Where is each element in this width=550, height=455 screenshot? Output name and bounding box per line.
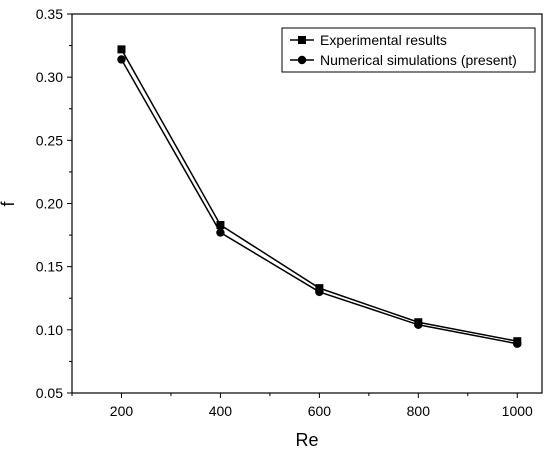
y-tick-label: 0.10 — [36, 322, 63, 338]
series-layer — [117, 45, 522, 348]
legend-label-experimental: Experimental results — [320, 32, 447, 48]
series-line-0 — [120, 49, 518, 342]
x-tick-label: 400 — [209, 403, 233, 419]
data-point-circle — [315, 287, 324, 297]
series-line-1 — [120, 59, 518, 345]
data-point-circle — [414, 320, 423, 329]
x-tick-label: 200 — [110, 403, 134, 419]
data-point-circle — [216, 228, 225, 237]
y-tick-label: 0.20 — [36, 196, 63, 212]
legend-label-numerical: Numerical simulations (present) — [320, 52, 517, 68]
y-tick-label: 0.30 — [36, 69, 63, 85]
y-tick-label: 0.15 — [36, 259, 63, 275]
data-point-square — [216, 220, 225, 229]
y-axis-ticks: 0.05 0.10 0.15 0.20 0.25 0.30 0.35 — [36, 6, 72, 401]
legend-marker-numerical — [297, 55, 307, 65]
legend-marker-experimental — [298, 36, 306, 44]
x-tick-label: 600 — [308, 403, 332, 419]
y-tick-label: 0.25 — [36, 132, 63, 148]
x-tick-label: 1000 — [502, 403, 533, 419]
data-point-circle — [513, 339, 522, 348]
data-point-circle — [117, 55, 126, 64]
legend-box — [281, 27, 536, 73]
x-axis-ticks: 200 400 600 800 1000 — [71, 393, 533, 419]
x-axis-title: Re — [295, 430, 318, 450]
y-tick-label: 0.35 — [36, 6, 63, 22]
data-point-square — [117, 45, 126, 54]
y-tick-label: 0.05 — [36, 385, 63, 401]
y-axis-title: f — [0, 201, 18, 207]
legend: Experimental results Numerical simulatio… — [281, 27, 536, 73]
x-tick-label: 800 — [407, 403, 431, 419]
